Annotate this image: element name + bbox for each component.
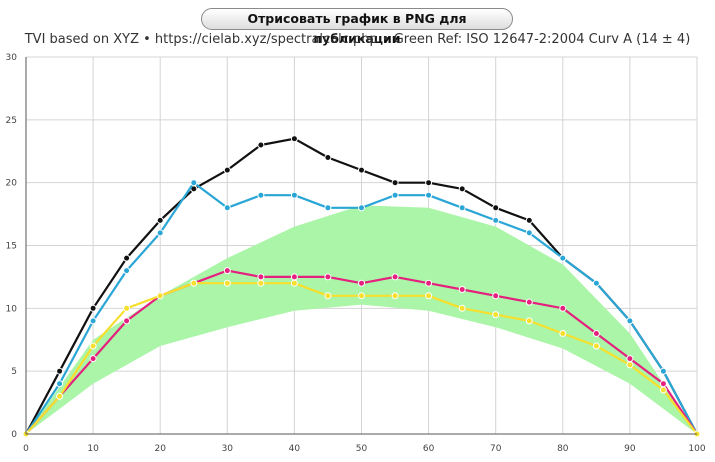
series-2-point bbox=[290, 191, 298, 199]
series-2-point bbox=[358, 204, 365, 212]
series-2-point bbox=[156, 229, 164, 237]
series-1-point bbox=[156, 216, 164, 224]
x-tick-label: 40 bbox=[289, 444, 301, 454]
series-2-point bbox=[592, 279, 600, 287]
x-tick-label: 50 bbox=[356, 444, 368, 454]
series-4-point bbox=[559, 330, 567, 337]
series-2-point bbox=[659, 367, 667, 375]
series-4-point bbox=[290, 279, 298, 287]
series-1-point bbox=[425, 179, 433, 187]
series-1-point bbox=[324, 154, 332, 161]
series-4-point bbox=[525, 317, 533, 325]
series-1-point bbox=[458, 185, 466, 193]
series-3-point bbox=[257, 273, 265, 281]
series-4-point bbox=[358, 292, 365, 300]
series-4-point bbox=[659, 386, 667, 394]
x-tick-label: 100 bbox=[688, 444, 705, 454]
series-2-point bbox=[458, 204, 466, 212]
series-1-point bbox=[89, 304, 97, 312]
series-4-point bbox=[89, 342, 97, 350]
series-4-point bbox=[425, 292, 433, 300]
axes: 0 10 20 30 40 50 60 70 80 90 100 0 5 10 15 20 25 30 bbox=[6, 53, 706, 454]
x-tick-label: 20 bbox=[154, 444, 166, 454]
series-1-point bbox=[358, 166, 365, 174]
series-3-point bbox=[592, 330, 600, 337]
y-tick-label: 25 bbox=[6, 116, 17, 126]
series-4-point bbox=[123, 304, 131, 312]
series-4-point bbox=[156, 292, 164, 300]
series-1-point bbox=[391, 179, 399, 187]
chart-subtitle: TVI based on XYZ • https://cielab.xyz/sp… bbox=[24, 32, 691, 47]
series-2-point bbox=[56, 380, 64, 388]
y-tick-label: 20 bbox=[6, 179, 18, 189]
series-2-point bbox=[324, 204, 332, 212]
series-4-point bbox=[56, 392, 64, 400]
series-2-point bbox=[525, 229, 533, 237]
series-2-point bbox=[492, 216, 500, 224]
y-tick-label: 5 bbox=[11, 367, 17, 377]
series-4-point bbox=[458, 304, 466, 312]
series-2-point bbox=[190, 179, 198, 187]
series-1-point bbox=[525, 216, 533, 224]
series-3-point bbox=[425, 279, 433, 287]
series-4-point bbox=[592, 342, 600, 350]
series-3-point bbox=[525, 298, 533, 306]
x-tick-label: 10 bbox=[87, 444, 99, 454]
x-tick-label: 0 bbox=[23, 444, 29, 454]
series-2-point bbox=[626, 317, 634, 325]
series-3-point bbox=[290, 273, 298, 281]
series-2-point bbox=[257, 191, 265, 199]
series-layer bbox=[22, 135, 701, 438]
y-tick-label: 15 bbox=[6, 242, 17, 252]
series-3-point bbox=[223, 267, 231, 275]
x-tick-label: 90 bbox=[624, 444, 636, 454]
series-3-point bbox=[659, 380, 667, 388]
reference-band-layer bbox=[26, 205, 697, 434]
series-1-point bbox=[257, 141, 265, 149]
series-2-point bbox=[123, 267, 131, 275]
y-tick-label: 30 bbox=[6, 53, 18, 63]
series-4-point bbox=[626, 361, 634, 369]
series-3-point bbox=[324, 273, 332, 281]
x-tick-label: 30 bbox=[222, 444, 234, 454]
series-3-point bbox=[391, 273, 399, 281]
x-tick-label: 60 bbox=[423, 444, 435, 454]
export-png-button[interactable]: Отрисовать график в PNG для публикации bbox=[201, 8, 513, 46]
series-2-point bbox=[425, 191, 433, 199]
series-1-point bbox=[56, 367, 64, 375]
series-3-point bbox=[89, 355, 97, 363]
series-2-point bbox=[223, 204, 231, 212]
y-tick-label: 10 bbox=[6, 304, 18, 314]
series-1-point bbox=[290, 135, 298, 143]
series-4-point bbox=[190, 279, 198, 287]
x-tick-label: 70 bbox=[490, 444, 502, 454]
x-tick-label: 80 bbox=[557, 444, 569, 454]
series-2-point bbox=[559, 254, 567, 262]
series-3-point bbox=[492, 292, 500, 300]
series-2-point bbox=[89, 317, 97, 325]
series-2-point bbox=[391, 191, 399, 199]
series-1-point bbox=[123, 254, 131, 262]
series-4-point bbox=[391, 292, 399, 300]
y-tick-label: 0 bbox=[11, 430, 17, 440]
series-1-point bbox=[223, 166, 231, 174]
series-3-point bbox=[559, 304, 567, 312]
series-4-point bbox=[223, 279, 231, 287]
series-4 bbox=[22, 279, 701, 438]
series-3-point bbox=[123, 317, 131, 325]
reference-band bbox=[26, 205, 697, 434]
series-2 bbox=[22, 179, 701, 438]
series-3-point bbox=[358, 279, 365, 287]
series-4-point bbox=[324, 292, 332, 300]
series-3-point bbox=[626, 355, 634, 363]
series-1-point bbox=[492, 204, 500, 212]
series-4-point bbox=[257, 279, 265, 287]
series-4-point bbox=[492, 311, 500, 319]
series-3-point bbox=[458, 286, 466, 293]
